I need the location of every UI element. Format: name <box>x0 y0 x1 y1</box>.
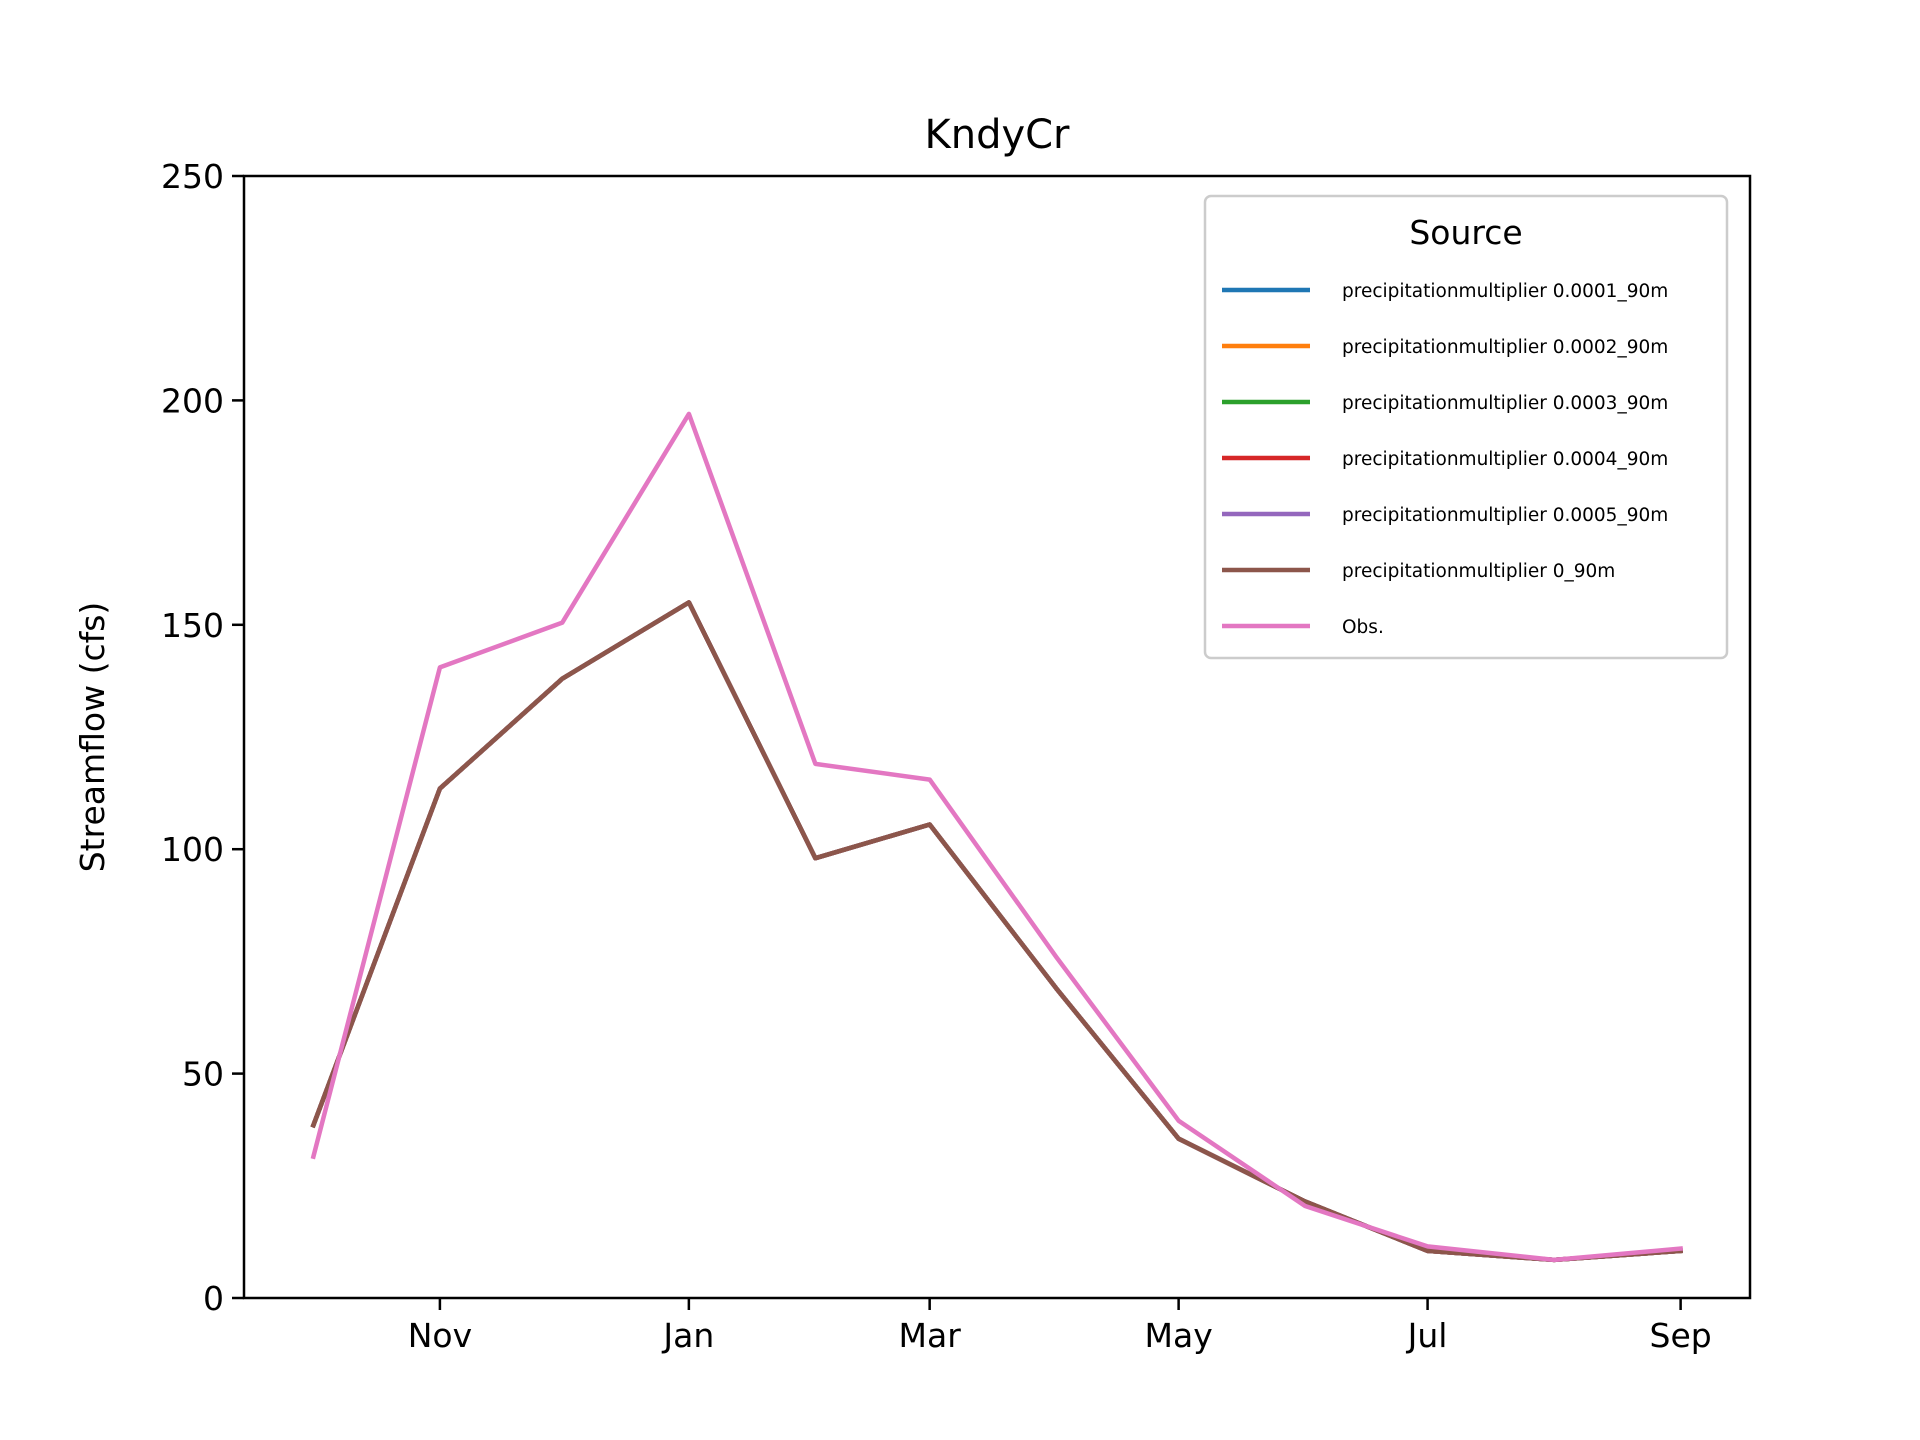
y-tick-label: 100 <box>161 830 224 869</box>
plot-frame <box>242 174 1752 1300</box>
x-tick-label: Mar <box>899 1316 962 1355</box>
legend-label: precipitationmultiplier 0.0004_90m <box>1342 449 1668 470</box>
legend-label: precipitationmultiplier 0.0002_90m <box>1342 337 1668 358</box>
y-tick-label: 150 <box>161 606 224 645</box>
x-tick-label: Jul <box>1406 1316 1448 1355</box>
y-tick-label: 250 <box>161 157 224 196</box>
series-line-1 <box>310 600 1684 1263</box>
x-tick-label: May <box>1145 1316 1213 1355</box>
series-line-2 <box>310 600 1684 1263</box>
series-line-0 <box>310 600 1684 1263</box>
legend-items: precipitationmultiplier 0.0001_90mprecip… <box>1222 281 1668 638</box>
y-axis-label: Streamflow (cfs) <box>73 602 112 873</box>
legend-label: precipitationmultiplier 0.0003_90m <box>1342 393 1668 414</box>
legend-label: precipitationmultiplier 0.0005_90m <box>1342 505 1668 526</box>
legend: Source precipitationmultiplier 0.0001_90… <box>1203 194 1729 660</box>
series-line-6 <box>310 411 1684 1263</box>
x-tick-label: Sep <box>1650 1316 1712 1355</box>
series-line-3 <box>310 600 1684 1263</box>
x-tick-label: Jan <box>661 1316 714 1355</box>
series-line-5 <box>310 600 1684 1263</box>
y-axis: 0 50 100 150 200 250 <box>161 157 244 1318</box>
y-tick-label: 0 <box>203 1279 224 1318</box>
legend-box <box>1203 194 1729 660</box>
x-tick-label: Nov <box>408 1316 472 1355</box>
y-tick-label: 200 <box>161 381 224 420</box>
legend-label: precipitationmultiplier 0.0001_90m <box>1342 281 1668 302</box>
y-tick-label: 50 <box>182 1055 224 1094</box>
series-lines <box>310 411 1684 1263</box>
legend-label: precipitationmultiplier 0_90m <box>1342 561 1615 582</box>
legend-title: Source <box>1409 213 1522 252</box>
x-axis: Nov Jan Mar May Jul Sep <box>408 1298 1712 1355</box>
chart-title: KndyCr <box>924 112 1070 158</box>
legend-label: Obs. <box>1342 617 1384 638</box>
series-line-4 <box>310 600 1684 1263</box>
